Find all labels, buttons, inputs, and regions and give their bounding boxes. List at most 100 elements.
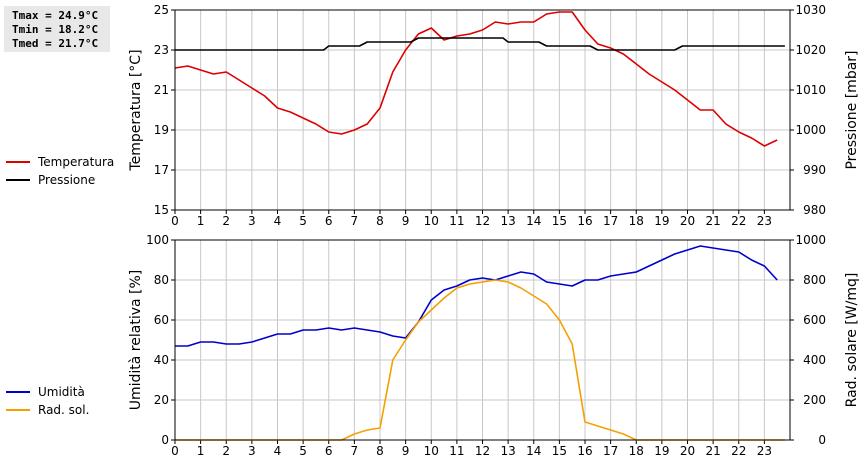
- bottom-series-left-line: [175, 245, 778, 347]
- legend-label-humidity: Umidità: [38, 385, 85, 399]
- top-y-tick-label: 21: [154, 83, 169, 97]
- bottom-x-tick-label: 14: [526, 444, 541, 458]
- bottom-y2-tick-label: 0: [818, 433, 826, 447]
- bottom-x-tick-label: 8: [376, 444, 384, 458]
- top-y2-tick-label: 1000: [795, 123, 826, 137]
- legend-item-radiation: Rad. sol.: [6, 401, 89, 419]
- top-x-tick-label: 1: [197, 214, 205, 228]
- top-y2-tick-label: 1010: [795, 83, 826, 97]
- top-x-tick-label: 4: [274, 214, 282, 228]
- top-y-tick-label: 19: [154, 123, 169, 137]
- bottom-y2-tick-label: 600: [803, 313, 826, 327]
- bottom-x-tick-label: 18: [629, 444, 644, 458]
- bottom-x-tick-label: 12: [475, 444, 490, 458]
- legend-swatch-radiation: [6, 409, 30, 411]
- top-x-tick-label: 9: [402, 214, 410, 228]
- top-x-tick-label: 0: [171, 214, 179, 228]
- bottom-y-tick-label: 40: [154, 353, 169, 367]
- bottom-x-tick-label: 13: [500, 444, 515, 458]
- bottom-x-tick-label: 10: [424, 444, 439, 458]
- bottom-y-axis-title: Umidità relativa [%]: [128, 270, 144, 411]
- top-plot-frame: [174, 9, 791, 211]
- top-x-tick-label: 7: [351, 214, 359, 228]
- bottom-y-tick-label: 100: [146, 233, 169, 247]
- legend-item-temperature: Temperatura: [6, 153, 114, 171]
- bottom-y-tick-label: 0: [161, 433, 169, 447]
- top-x-tick-label: 13: [500, 214, 515, 228]
- top-x-tick-label: 15: [552, 214, 567, 228]
- legend-label-radiation: Rad. sol.: [38, 403, 90, 417]
- bottom-x-tick-label: 4: [274, 444, 282, 458]
- top-x-tick-label: 11: [449, 214, 464, 228]
- top-y2-tick-label: 980: [803, 203, 826, 217]
- legend-label-pressure: Pressione: [38, 173, 96, 187]
- bottom-y-tick-label: 60: [154, 313, 169, 327]
- top-x-tick-label: 17: [603, 214, 618, 228]
- legend-swatch-pressure: [6, 179, 30, 181]
- top-y-tick-label: 17: [154, 163, 169, 177]
- stats-box: Tmax = 24.9°C Tmin = 18.2°C Tmed = 21.7°…: [4, 6, 110, 52]
- legend-item-humidity: Umidità: [6, 383, 89, 401]
- top-series-left-line: [174, 11, 778, 147]
- top-y2-tick-label: 1020: [795, 43, 826, 57]
- top-x-tick-label: 8: [376, 214, 384, 228]
- bottom-x-tick-label: 17: [603, 444, 618, 458]
- bottom-x-tick-label: 9: [402, 444, 410, 458]
- bottom-x-tick-label: 6: [325, 444, 333, 458]
- legend-top: Temperatura Pressione: [6, 153, 114, 189]
- top-x-tick-label: 6: [325, 214, 333, 228]
- tmax-label: Tmax = 24.9°C: [12, 9, 99, 22]
- top-x-tick-label: 18: [629, 214, 644, 228]
- top-y2-tick-label: 990: [803, 163, 826, 177]
- bottom-x-tick-label: 5: [299, 444, 307, 458]
- legend-swatch-humidity: [6, 391, 30, 393]
- top-x-tick-label: 16: [577, 214, 592, 228]
- top-x-tick-label: 10: [424, 214, 439, 228]
- top-y-tick-label: 15: [154, 203, 169, 217]
- top-x-tick-label: 20: [680, 214, 695, 228]
- legend-swatch-temperature: [6, 161, 30, 163]
- top-x-tick-label: 5: [299, 214, 307, 228]
- bottom-x-tick-label: 7: [351, 444, 359, 458]
- bottom-plot-frame: [174, 239, 791, 441]
- bottom-y2-tick-label: 400: [803, 353, 826, 367]
- legend-item-pressure: Pressione: [6, 171, 114, 189]
- bottom-series-right-line: [175, 279, 785, 441]
- bottom-x-tick-label: 19: [654, 444, 669, 458]
- bottom-y-tick-label: 20: [154, 393, 169, 407]
- bottom-x-tick-label: 2: [222, 444, 230, 458]
- top-y-tick-label: 25: [154, 3, 169, 17]
- bottom-x-tick-label: 11: [449, 444, 464, 458]
- bottom-y-tick-label: 80: [154, 273, 169, 287]
- bottom-y2-axis-title: Rad. solare [W/mq]: [844, 273, 860, 408]
- bottom-x-tick-label: 23: [757, 444, 772, 458]
- bottom-x-tick-label: 0: [171, 444, 179, 458]
- top-y2-tick-label: 1030: [795, 3, 826, 17]
- top-x-tick-label: 3: [248, 214, 256, 228]
- top-series-right-line: [175, 37, 785, 51]
- tmin-label: Tmin = 18.2°C: [12, 23, 99, 36]
- bottom-x-tick-label: 1: [197, 444, 205, 458]
- top-x-tick-label: 2: [222, 214, 230, 228]
- top-x-tick-label: 12: [475, 214, 490, 228]
- top-y-axis-title: Temperatura [°C]: [128, 49, 144, 171]
- bottom-y2-tick-label: 800: [803, 273, 826, 287]
- legend-label-temperature: Temperatura: [38, 155, 115, 169]
- top-x-tick-label: 23: [757, 214, 772, 228]
- top-y2-axis-title: Pressione [mbar]: [844, 50, 860, 169]
- top-y-tick-label: 23: [154, 43, 169, 57]
- bottom-x-tick-label: 21: [705, 444, 720, 458]
- bottom-x-tick-label: 15: [552, 444, 567, 458]
- top-x-tick-label: 19: [654, 214, 669, 228]
- bottom-y2-tick-label: 1000: [795, 233, 826, 247]
- top-x-tick-label: 14: [526, 214, 541, 228]
- bottom-x-tick-label: 22: [731, 444, 746, 458]
- bottom-y2-tick-label: 200: [803, 393, 826, 407]
- bottom-x-tick-label: 20: [680, 444, 695, 458]
- top-x-tick-label: 21: [705, 214, 720, 228]
- tmed-label: Tmed = 21.7°C: [12, 37, 99, 50]
- bottom-x-tick-label: 3: [248, 444, 256, 458]
- top-x-tick-label: 22: [731, 214, 746, 228]
- bottom-x-tick-label: 16: [577, 444, 592, 458]
